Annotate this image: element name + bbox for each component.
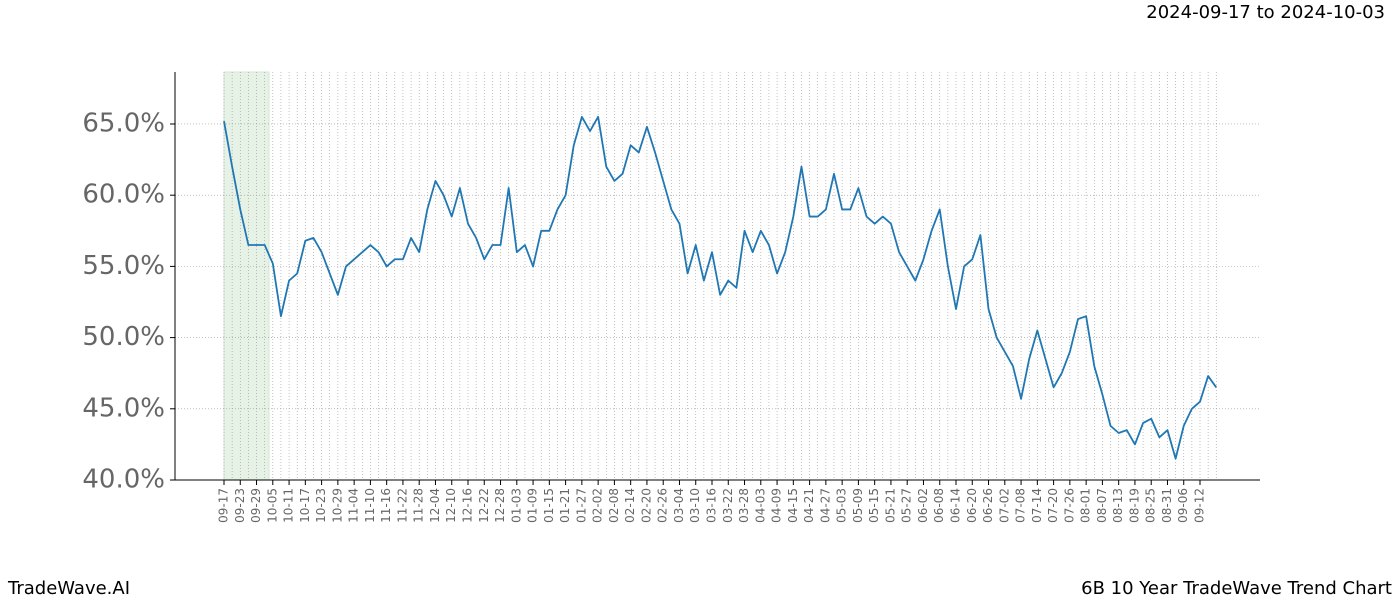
x-tick-label: 10-05 (265, 488, 279, 523)
x-tick-label: 11-22 (395, 488, 409, 523)
x-tick-label: 01-27 (574, 488, 588, 523)
x-tick-label: 02-26 (656, 488, 670, 523)
x-tick-label: 02-08 (607, 488, 621, 523)
highlight-span (223, 71, 270, 481)
x-tick-label: 11-28 (412, 488, 426, 523)
x-tick-label: 09-29 (249, 488, 263, 523)
y-tick-label: 40.0% (82, 465, 165, 495)
x-tick-label: 08-01 (1079, 488, 1093, 523)
x-tick-label: 12-16 (461, 488, 475, 523)
x-tick-label: 01-21 (558, 488, 572, 523)
x-tick-label: 06-02 (916, 488, 930, 523)
y-tick-label: 65.0% (82, 108, 165, 138)
x-tick-label: 08-07 (1095, 488, 1109, 523)
x-tick-label: 10-11 (282, 488, 296, 523)
x-tick-label: 09-06 (1176, 488, 1190, 523)
x-tick-label: 04-03 (753, 488, 767, 523)
x-tick-label: 03-16 (705, 488, 719, 523)
x-tick-label: 06-08 (932, 488, 946, 523)
x-tick-label: 08-13 (1111, 488, 1125, 523)
x-tick-label: 09-23 (233, 488, 247, 523)
x-tick-label: 07-20 (1046, 488, 1060, 523)
x-tick-label: 09-12 (1193, 488, 1207, 523)
chart-title: 6B 10 Year TradeWave Trend Chart (1081, 578, 1392, 599)
x-tick-label: 07-08 (1014, 488, 1028, 523)
x-tick-label: 03-10 (688, 488, 702, 523)
y-tick-label: 55.0% (82, 251, 165, 281)
x-tick-label: 02-02 (591, 488, 605, 523)
x-tick-label: 12-28 (493, 488, 507, 523)
x-tick-label: 08-31 (1160, 488, 1174, 523)
range-label: 2024-09-17 to 2024-10-03 (1146, 2, 1385, 23)
x-tick-label: 11-16 (379, 488, 393, 523)
x-tick-label: 07-02 (997, 488, 1011, 523)
x-tick-label: 04-27 (818, 488, 832, 523)
x-tick-label: 06-26 (981, 488, 995, 523)
x-tick-label: 12-10 (444, 488, 458, 523)
x-tick-label: 05-15 (867, 488, 881, 523)
x-tick-label: 07-14 (1030, 488, 1044, 523)
x-tick-label: 04-15 (786, 488, 800, 523)
x-tick-label: 12-04 (428, 488, 442, 523)
y-tick-label: 45.0% (82, 393, 165, 423)
x-tick-label: 08-25 (1144, 488, 1158, 523)
x-tick-label: 10-29 (330, 488, 344, 523)
x-tick-label: 05-09 (851, 488, 865, 523)
x-tick-label: 04-21 (802, 488, 816, 523)
x-tick-label: 07-26 (1062, 488, 1076, 523)
x-tick-label: 06-14 (949, 488, 963, 523)
trend-line (223, 115, 1218, 460)
x-tick-label: 05-21 (883, 488, 897, 523)
x-tick-label: 01-15 (542, 488, 556, 523)
x-tick-label: 04-09 (770, 488, 784, 523)
x-tick-label: 10-17 (298, 488, 312, 523)
y-tick-label: 60.0% (82, 180, 165, 210)
x-tick-label: 03-04 (672, 488, 686, 523)
brand: TradeWave.AI (7, 578, 130, 599)
x-tick-label: 05-03 (835, 488, 849, 523)
x-tick-label: 08-19 (1127, 488, 1141, 523)
x-tick-label: 01-09 (526, 488, 540, 523)
x-tick-label: 02-20 (639, 488, 653, 523)
x-tick-label: 06-20 (965, 488, 979, 523)
x-tick-label: 11-10 (363, 488, 377, 523)
x-tick-label: 05-27 (900, 488, 914, 523)
x-tick-label: 03-28 (737, 488, 751, 523)
x-tick-label: 10-23 (314, 488, 328, 523)
x-tick-label: 09-17 (217, 488, 231, 523)
x-tick-label: 11-04 (347, 488, 361, 523)
y-tick-label: 50.0% (82, 322, 165, 352)
x-tick-label: 03-22 (721, 488, 735, 523)
x-tick-label: 12-22 (477, 488, 491, 523)
x-tick-label: 02-14 (623, 488, 637, 523)
x-tick-label: 01-03 (509, 488, 523, 523)
